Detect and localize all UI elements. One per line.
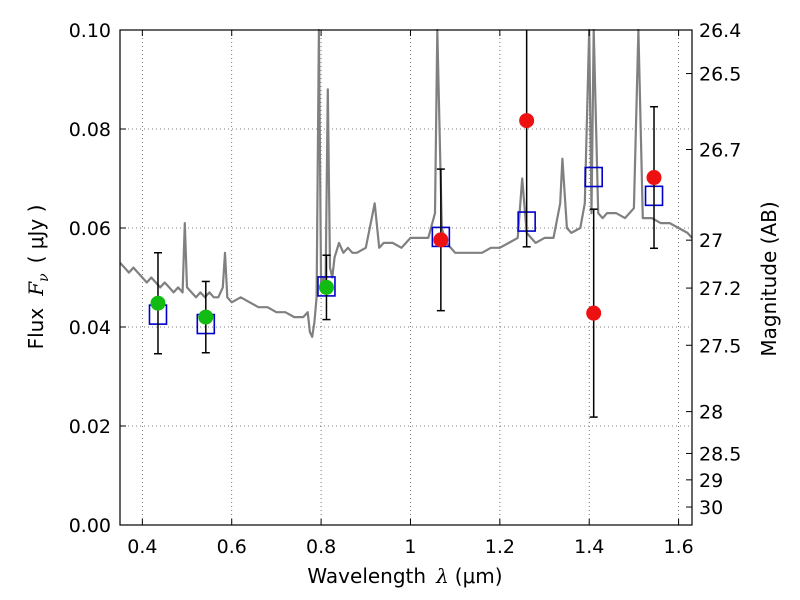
y2-tick-label: 28.5 xyxy=(699,443,741,465)
y2-tick-label: 29 xyxy=(699,470,723,492)
x-tick-label: 1.4 xyxy=(574,536,604,558)
x-tick-label: 1 xyxy=(404,536,416,558)
x-tick-label: 0.8 xyxy=(306,536,336,558)
y2-tick-label: 26.4 xyxy=(699,20,741,42)
y2-tick-label: 27 xyxy=(699,230,723,252)
green-data-point xyxy=(150,295,166,311)
y2-tick-label: 26.5 xyxy=(699,64,741,86)
x-axis-label: Wavelength λ (μm) xyxy=(307,564,502,588)
plot-data xyxy=(119,28,693,418)
red-data-point xyxy=(586,305,602,321)
y-tick-label: 0.10 xyxy=(69,20,111,42)
spectrum-line xyxy=(119,28,693,338)
y-tick-label: 0.00 xyxy=(69,515,111,537)
y-tick-label: 0.02 xyxy=(69,416,111,438)
red-data-point xyxy=(646,170,662,186)
y2-tick-label: 28 xyxy=(699,402,723,424)
y2-axis-label: Magnitude (AB) xyxy=(757,201,781,356)
y-tick-label: 0.06 xyxy=(69,218,111,240)
plot-frame xyxy=(119,29,693,526)
axis-ticks: 0.4 0.6 0.8 1 1.2 1.4 1.6 0.00 0.02 0.04 0.06 0.08 0… xyxy=(69,20,742,558)
y2-tick-label: 27.5 xyxy=(699,335,741,357)
y2-tick-label: 27.2 xyxy=(699,278,741,300)
x-tick-label: 1.6 xyxy=(663,536,693,558)
model-square-marker xyxy=(584,166,603,188)
x-tick-label: 1.2 xyxy=(485,536,515,558)
x-tick-label: 0.6 xyxy=(217,536,247,558)
y-axis-label: FluxFν( μJy ) xyxy=(24,205,52,350)
red-data-point xyxy=(433,232,449,248)
y-tick-label: 0.08 xyxy=(69,119,111,141)
y2-tick-label: 30 xyxy=(699,497,723,519)
green-data-point xyxy=(198,309,214,325)
y2-tick-label: 26.7 xyxy=(699,140,741,162)
x-tick-label: 0.4 xyxy=(127,536,157,558)
y-tick-label: 0.04 xyxy=(69,317,111,339)
red-data-point xyxy=(519,113,535,129)
green-data-point xyxy=(318,279,334,295)
